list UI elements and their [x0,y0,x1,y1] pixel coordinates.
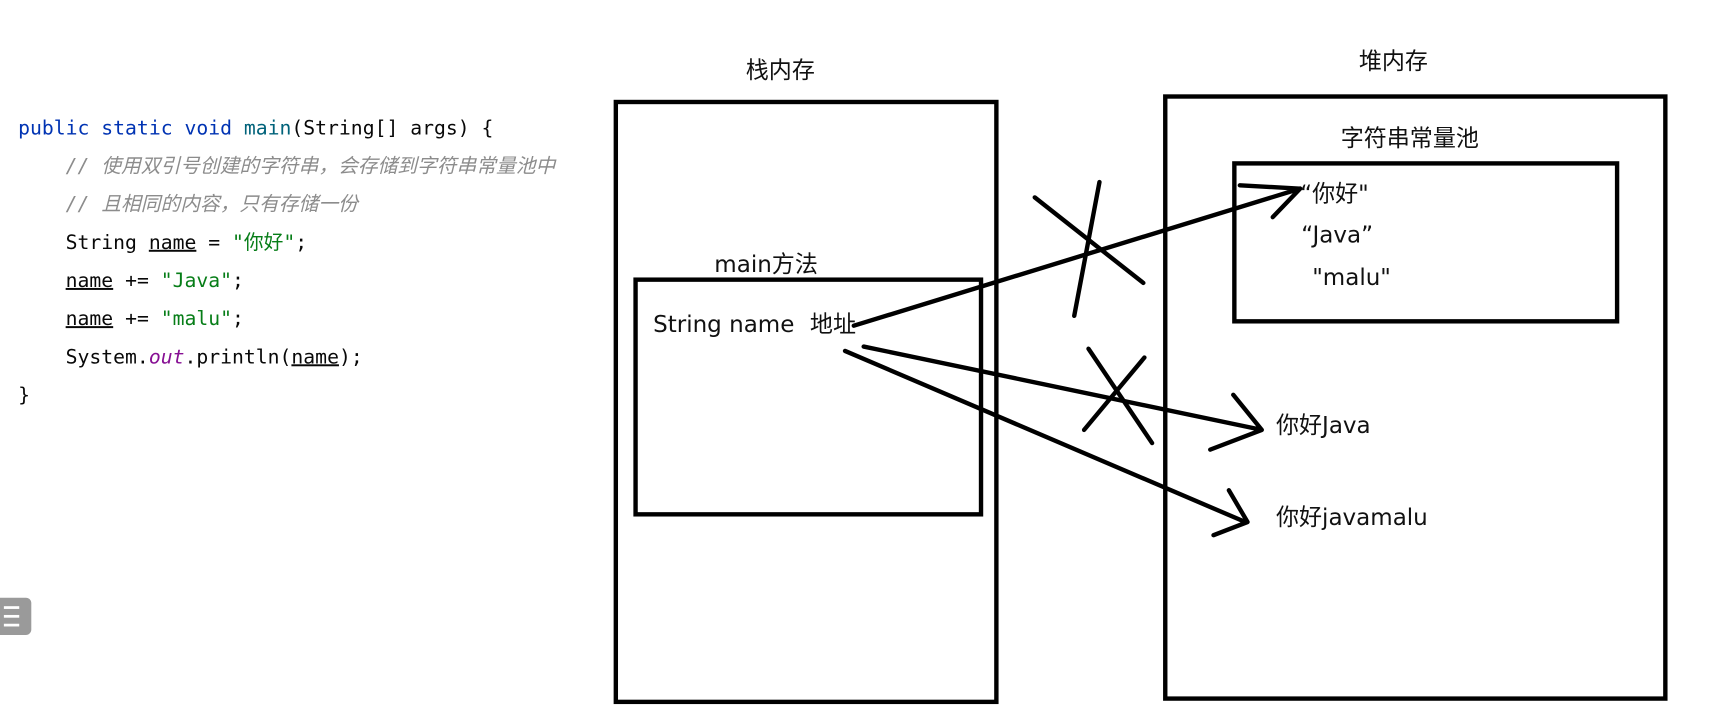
code-token: ; [232,268,244,291]
code-line: name += "Java"; [18,268,244,291]
stack-title: 栈内存 [746,58,815,84]
arrow [861,344,1264,452]
code-token [18,268,66,291]
code-token: System. [18,345,149,368]
arrows [842,179,1303,538]
code-line: } [18,383,30,406]
code-token: name [291,345,339,368]
main-frame-box [633,277,984,517]
code-token: main [244,116,292,139]
code-line: // 且相同的内容，只有存储一份 [18,192,360,215]
sidebar-icon [3,606,20,627]
pool-title: 字符串常量池 [1341,126,1479,152]
code-token: out [149,345,185,368]
code-token: // 且相同的内容，只有存储一份 [18,192,360,215]
variable-label: String name [653,312,794,338]
heap-object: 你好javamalu [1276,505,1428,531]
code-token: "malu" [161,307,232,330]
code-token: (String[] args) { [291,116,493,139]
code-token: = [196,230,232,253]
arrow [851,183,1303,328]
code-line: name += "malu"; [18,307,244,330]
code-token: ); [339,345,363,368]
code-token [18,307,66,330]
code-token: += [113,268,161,291]
code-token: public static void [18,116,244,139]
code-token: ; [295,230,307,253]
code-token: ; [232,307,244,330]
cross-mark [1032,179,1146,319]
code-token: name [149,230,197,253]
code-token: name [66,268,114,291]
code-line: // 使用双引号创建的字符串，会存储到字符串常量池中 [18,154,557,177]
code-line: System.out.println(name); [18,345,363,368]
code-line: String name = "你好"; [18,230,307,253]
reference-label: 地址 [810,312,856,338]
stack-box [613,99,999,705]
pool-item: "malu" [1312,265,1391,291]
heap-box [1163,94,1668,701]
code-token: // 使用双引号创建的字符串，会存储到字符串常量池中 [18,154,557,177]
heap-title: 堆内存 [1359,49,1428,75]
pool-box [1232,161,1620,324]
cross-mark [1081,346,1155,446]
pool-item: “你好" [1300,182,1369,208]
pool-item: “Java” [1301,222,1373,248]
code-token: name [66,307,114,330]
arrow [842,348,1250,538]
frame-title: main方法 [714,252,818,278]
code-token: .println( [184,345,291,368]
heap-object: 你好Java [1276,413,1371,439]
code-token: String [18,230,149,253]
code-token: += [113,307,161,330]
code-editor: public static void main(String[] args) {… [18,116,557,406]
code-token: } [18,383,30,406]
code-token: "Java" [161,268,232,291]
code-token: "你好" [232,230,295,253]
code-line: public static void main(String[] args) { [18,116,493,139]
